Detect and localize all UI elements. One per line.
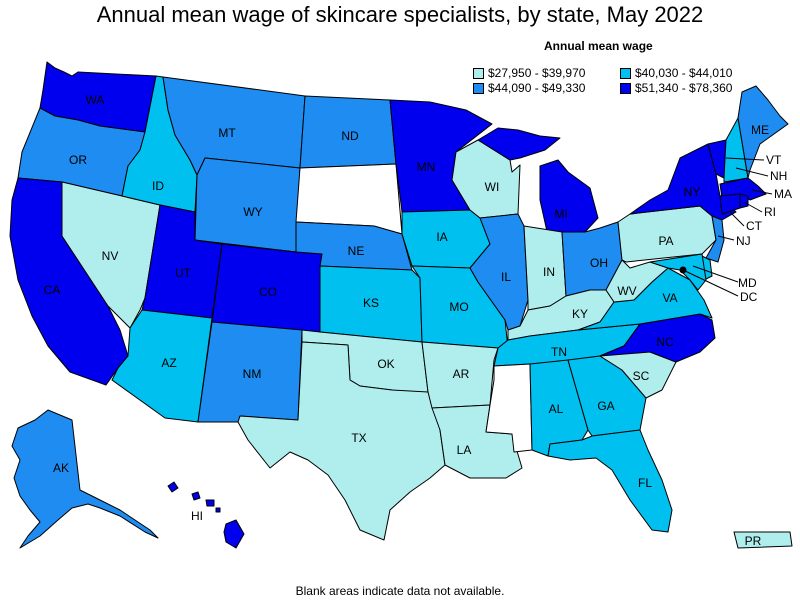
- label-NY: NY: [684, 185, 701, 199]
- label-NM: NM: [243, 367, 262, 381]
- label-ME: ME: [751, 123, 769, 137]
- label-VA: VA: [662, 291, 677, 305]
- label-TN: TN: [551, 345, 567, 359]
- label-NE: NE: [348, 244, 365, 258]
- state-MD[interactable]: [649, 253, 707, 291]
- label-NV: NV: [102, 249, 119, 263]
- label-LA: LA: [457, 443, 472, 457]
- label-HI: HI: [191, 509, 203, 523]
- label-TX: TX: [351, 431, 366, 445]
- label-CO: CO: [259, 285, 277, 299]
- legend-swatch-4: [620, 82, 631, 94]
- label-OR: OR: [69, 153, 87, 167]
- label-RI: RI: [764, 205, 776, 219]
- state-FL[interactable]: [547, 429, 673, 533]
- label-VT: VT: [766, 153, 782, 167]
- state-HI[interactable]: [167, 481, 245, 549]
- label-OK: OK: [377, 357, 394, 371]
- label-WA: WA: [86, 93, 105, 107]
- state-ME[interactable]: [737, 85, 789, 179]
- label-IL: IL: [501, 270, 511, 284]
- label-FL: FL: [638, 476, 652, 490]
- state-MI[interactable]: [539, 159, 599, 237]
- legend-swatch-1: [473, 67, 484, 79]
- state-RI[interactable]: [739, 193, 749, 209]
- map-title: Annual mean wage of skincare specialists…: [96, 2, 704, 27]
- legend-title: Annual mean wage: [544, 39, 653, 53]
- label-AL: AL: [549, 402, 564, 416]
- legend-swatch-2: [620, 67, 631, 79]
- state-NY[interactable]: [629, 143, 737, 221]
- state-NH[interactable]: [723, 117, 749, 183]
- label-WY: WY: [243, 205, 262, 219]
- label-OH: OH: [590, 256, 608, 270]
- label-IN: IN: [543, 265, 555, 279]
- label-PR: PR: [745, 534, 762, 548]
- label-AK: AK: [53, 461, 69, 475]
- state-TX[interactable]: [237, 341, 446, 541]
- label-SC: SC: [633, 369, 650, 383]
- label-NJ: NJ: [736, 234, 751, 248]
- label-KS: KS: [363, 296, 379, 310]
- state-labels: WA OR CA NV ID MT WY UT CO AZ NM ND NE K…: [44, 93, 792, 548]
- label-PA: PA: [658, 234, 673, 248]
- legend-label-3: $44,090 - $49,330: [488, 81, 586, 95]
- label-KY: KY: [572, 307, 588, 321]
- label-MA: MA: [774, 187, 792, 201]
- state-CT[interactable]: [719, 193, 741, 215]
- state-AK[interactable]: [11, 409, 159, 549]
- label-MI: MI: [554, 207, 567, 221]
- legend-item-2: $40,030 - $44,010: [620, 66, 732, 80]
- label-WV: WV: [617, 284, 636, 298]
- leader-lines: [682, 157, 773, 297]
- label-MD: MD: [738, 276, 757, 290]
- label-CT: CT: [746, 219, 763, 233]
- legend-label-4: $51,340 - $78,360: [635, 81, 733, 95]
- label-ND: ND: [341, 129, 359, 143]
- label-MN: MN: [417, 160, 436, 174]
- legend-label-2: $40,030 - $44,010: [635, 66, 733, 80]
- label-DC: DC: [740, 290, 758, 304]
- legend-item-4: $51,340 - $78,360: [620, 81, 732, 95]
- state-NJ[interactable]: [705, 215, 725, 263]
- label-MT: MT: [218, 126, 236, 140]
- label-NC: NC: [656, 335, 674, 349]
- legend-label-1: $27,950 - $39,970: [488, 66, 586, 80]
- legend-item-3: $44,090 - $49,330: [473, 81, 585, 95]
- label-AR: AR: [453, 367, 470, 381]
- state-MI-upper[interactable]: [477, 127, 561, 161]
- label-WI: WI: [485, 180, 500, 194]
- label-GA: GA: [597, 399, 614, 413]
- legend-item-1: $27,950 - $39,970: [473, 66, 585, 80]
- label-UT: UT: [175, 266, 192, 280]
- legend-swatch-3: [473, 82, 484, 94]
- label-CA: CA: [44, 283, 61, 297]
- state-PR[interactable]: [733, 531, 793, 549]
- footnote: Blank areas indicate data not available.: [295, 584, 505, 598]
- label-IA: IA: [436, 230, 447, 244]
- state-WY[interactable]: [194, 157, 301, 253]
- label-MO: MO: [449, 300, 468, 314]
- label-AZ: AZ: [161, 356, 176, 370]
- label-ID: ID: [152, 179, 164, 193]
- label-NH: NH: [770, 169, 787, 183]
